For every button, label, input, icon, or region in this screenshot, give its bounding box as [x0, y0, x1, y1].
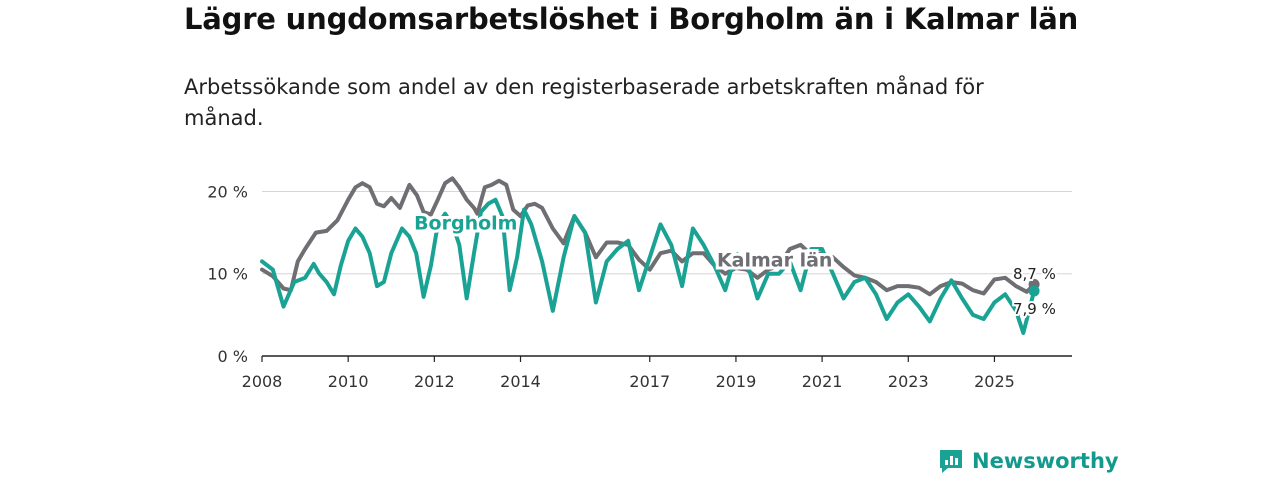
brand-logo: Newsworthy: [938, 448, 1119, 474]
y-tick-label: 0 %: [218, 347, 248, 366]
x-tick-label: 2017: [629, 372, 670, 391]
x-tick-label: 2014: [500, 372, 541, 391]
chart-title: Lägre ungdomsarbetslöshet i Borgholm än …: [184, 2, 1079, 36]
series-line-kalmar-lan: [260, 176, 1037, 297]
series-label-kalmar-lan: Kalmar län: [717, 249, 833, 271]
x-tick-label: 2021: [802, 372, 843, 391]
series-line-borgholm: [260, 197, 1037, 335]
line-chart: 0 % 10 % 20 % 2008 2010 2012 2014 2017 2019 2021…: [207, 176, 1072, 391]
end-value-label: 7,9 %: [1013, 300, 1056, 318]
y-tick-label: 20 %: [207, 182, 248, 201]
newsworthy-logo-icon: [940, 450, 962, 473]
x-tick-label: 2010: [328, 372, 369, 391]
y-tick-label: 10 %: [207, 265, 248, 284]
x-tick-label: 2012: [414, 372, 455, 391]
y-axis-tick-labels: 0 % 10 % 20 %: [207, 182, 248, 366]
series-labels: Kalmar län Borgholm 8,7 % 7,9 %: [411, 209, 1058, 320]
x-tick-label: 2025: [974, 372, 1015, 391]
brand-name: Newsworthy: [972, 449, 1119, 473]
gridlines: [262, 190, 1072, 275]
x-tick-label: 2008: [242, 372, 283, 391]
x-axis: 2008 2010 2012 2014 2017 2019 2021 2023 2025: [242, 355, 1072, 391]
series-lines: [260, 176, 1040, 335]
series-label-borgholm: Borgholm: [414, 212, 517, 234]
end-point-borgholm: [1028, 285, 1040, 297]
x-tick-label: 2023: [888, 372, 929, 391]
x-tick-label: 2019: [716, 372, 757, 391]
chart-subtitle: Arbetssökande som andel av den registerb…: [184, 75, 984, 130]
end-value-label: 8,7 %: [1013, 265, 1056, 283]
